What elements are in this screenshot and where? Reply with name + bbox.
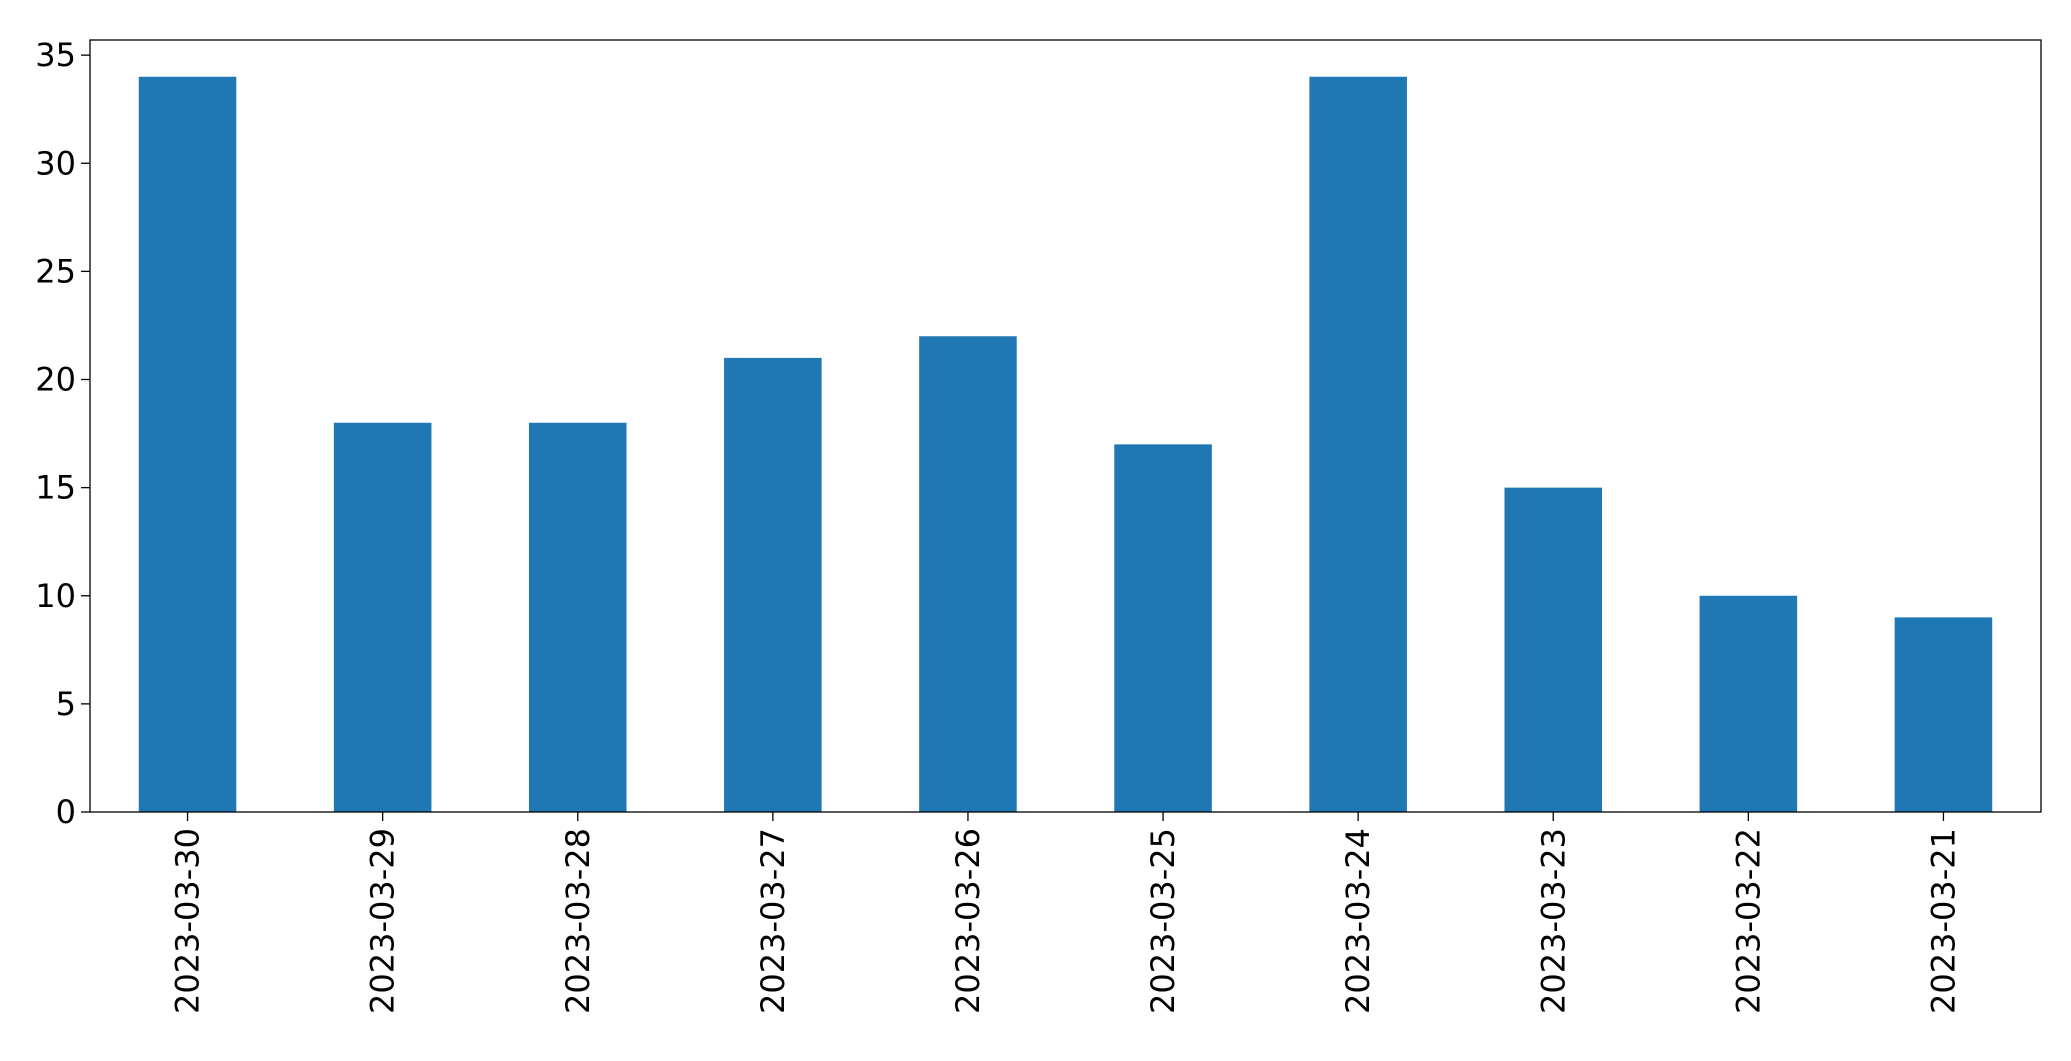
y-tick-label: 20 <box>35 361 76 399</box>
x-tick-label: 2023-03-26 <box>949 828 987 1014</box>
x-tick-label: 2023-03-22 <box>1729 828 1767 1014</box>
x-tick-label: 2023-03-27 <box>754 828 792 1014</box>
y-tick-label: 5 <box>56 685 76 723</box>
bars <box>138 76 1993 812</box>
y-tick-label: 15 <box>35 469 76 507</box>
y-tick-label: 10 <box>35 577 76 615</box>
x-axis: 2023-03-30 2023-03-29 2023-03-28 2023-03-27… <box>169 812 1962 1014</box>
y-axis: 0 5 10 15 20 25 30 35 <box>35 36 90 831</box>
bar-2023-03-26 <box>919 336 1017 812</box>
x-tick-label: 2023-03-28 <box>559 828 597 1014</box>
bar-2023-03-22 <box>1699 595 1798 812</box>
x-tick-label: 2023-03-25 <box>1144 828 1182 1014</box>
y-tick-label: 35 <box>35 36 76 74</box>
bar-2023-03-30 <box>138 76 237 812</box>
bar-2023-03-27 <box>724 357 822 812</box>
y-tick-label: 30 <box>35 144 76 182</box>
bar-2023-03-23 <box>1504 487 1603 812</box>
bar-2023-03-25 <box>1114 444 1212 812</box>
bar-2023-03-21 <box>1894 617 1993 812</box>
x-tick-label: 2023-03-23 <box>1534 828 1572 1014</box>
bar-2023-03-24 <box>1309 76 1407 812</box>
x-tick-label: 2023-03-29 <box>364 828 402 1014</box>
x-tick-label: 2023-03-24 <box>1339 828 1377 1014</box>
y-tick-label: 25 <box>35 252 76 290</box>
bar-2023-03-28 <box>528 422 627 812</box>
y-tick-label: 0 <box>56 793 76 831</box>
x-tick-label: 2023-03-21 <box>1924 828 1962 1014</box>
bar-2023-03-29 <box>333 422 432 812</box>
plot-frame <box>89 39 2042 813</box>
x-tick-label: 2023-03-30 <box>169 828 207 1014</box>
